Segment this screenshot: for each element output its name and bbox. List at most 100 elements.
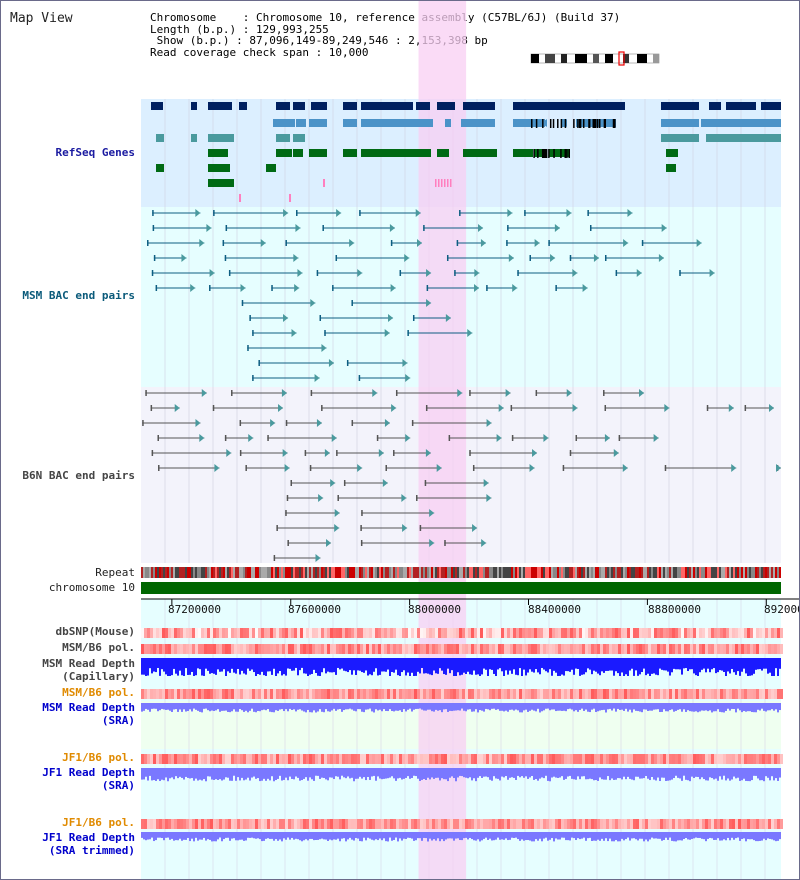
msm-sra-depth-bar [357, 703, 359, 710]
b6n-bac-pair-end [376, 435, 379, 441]
jf1-b6-pol-cell [423, 819, 426, 829]
jf1-sra-depth-bar [209, 768, 211, 777]
repeat-segment [731, 567, 733, 578]
repeat-segment [165, 567, 167, 578]
jf1-trimmed-depth-bar [283, 832, 285, 839]
repeat-segment [171, 567, 173, 578]
axis-tick-label: 88000000 [408, 603, 461, 616]
gene-strand-arrow [151, 102, 157, 110]
b6n-bac-pair-end [285, 420, 288, 426]
b6n-bac-pair-arrow [731, 464, 737, 472]
jf1-sra-depth-bar [771, 768, 773, 777]
jf1-b6-pol-cell [474, 754, 477, 764]
b6n-bac-pair-end [231, 390, 233, 396]
b6n-bac-pair-arrow [316, 419, 322, 427]
repeat-segment [675, 567, 677, 578]
msm-b6-pol-cell [357, 644, 360, 654]
msm-b6-pol-cell [225, 644, 228, 654]
jf1-b6-pol-cell [198, 819, 201, 829]
dbsnp-cell [189, 628, 192, 638]
jf1-trimmed-depth-bar [271, 832, 273, 839]
msm-sra-depth-bar [369, 703, 371, 709]
msm-capillary-depth-bar [257, 658, 259, 675]
jf1-sra-depth-bar [745, 768, 747, 781]
jf1-b6-pol-cell [309, 754, 312, 764]
b6n-bac-pair-end [142, 420, 144, 426]
msm-sra-depth-bar [601, 703, 603, 711]
msm-sra-depth-bar [143, 703, 145, 711]
jf1-sra-depth-bar [357, 768, 359, 779]
jf1-b6-pol-cell [552, 819, 555, 829]
repeat-segment [345, 567, 347, 578]
msm-bac-pair-arrow [467, 329, 473, 337]
repeat-segment [603, 567, 605, 578]
msm-b6-pol-cell [654, 689, 657, 699]
jf1-trimmed-depth-bar [587, 832, 589, 839]
jf1-b6-pol-cell [159, 754, 162, 764]
jf1-sra-depth-bar [473, 768, 475, 779]
repeat-segment [373, 567, 375, 578]
msm-bac-pair-end [390, 240, 393, 246]
jf1-b6-pol-cell [561, 754, 564, 764]
msm-b6-pol-cell [246, 689, 249, 699]
jf1-trimmed-depth-bar [703, 832, 705, 840]
jf1-trimmed-depth-bar [447, 832, 449, 839]
b6n-bac-pair-end [562, 465, 565, 471]
repeat-segment [353, 567, 355, 578]
jf1-b6-pol-cell [627, 754, 630, 764]
dbsnp-cell [255, 628, 258, 638]
repeat-segment [671, 567, 673, 578]
dbsnp-cell [228, 628, 231, 638]
jf1-sra-depth-bar [287, 768, 289, 781]
jf1-trimmed-depth-bar [445, 832, 447, 840]
jf1-b6-pol-cell [156, 754, 159, 764]
b6n-bac-pair-arrow [199, 434, 205, 442]
msm-b6-pol-cell [561, 689, 564, 699]
msm-sra-depth-bar [183, 703, 185, 710]
jf1-sra-depth-bar [405, 768, 407, 778]
msm-sra-depth-bar [559, 703, 561, 711]
msm-b6-pol-cell [471, 689, 474, 699]
dbsnp-cell [324, 628, 327, 638]
jf1-b6-pol-cell [402, 754, 405, 764]
msm-b6-pol-cell [609, 689, 612, 699]
msm-b6-pol-cell [291, 689, 294, 699]
jf1-sra-depth-bar [465, 768, 467, 778]
repeat-segment [421, 567, 423, 578]
msm-capillary-depth-bar [615, 658, 617, 672]
msm-b6-pol-cell [390, 644, 393, 654]
repeat-segment [609, 567, 611, 578]
msm-capillary-depth-bar [321, 658, 323, 673]
repeat-segment [779, 567, 781, 578]
exon-tick [596, 119, 599, 128]
jf1-sra-depth-bar [269, 768, 271, 781]
jf1-trimmed-depth-bar [263, 832, 265, 841]
msm-capillary-depth-bar [673, 658, 675, 669]
b6n-bac-pair-end [273, 555, 276, 561]
jf1-sra-depth-bar [543, 768, 545, 779]
msm-b6-pol-cell [477, 689, 480, 699]
msm-sra-depth-bar [211, 703, 213, 711]
gene-strand-arrow [293, 134, 299, 142]
jf1-b6-pol-cell [369, 754, 372, 764]
jf1-b6-pol-cell [696, 819, 699, 829]
msm-sra-depth-bar [713, 703, 715, 712]
jf1-trimmed-depth-bar [219, 832, 221, 838]
dbsnp-cell [687, 628, 690, 638]
msm-bac-pair-end [507, 225, 509, 231]
dbsnp-cell [726, 628, 729, 638]
msm-capillary-depth-bar [385, 658, 387, 672]
b6n-bac-pair-arrow [604, 434, 610, 442]
jf1-trimmed-depth-bar [481, 832, 483, 841]
msm-sra-depth-bar [507, 703, 509, 712]
jf1-b6-pol-cell [606, 754, 609, 764]
msm-b6-pol-cell [324, 689, 327, 699]
repeat-segment [535, 567, 537, 578]
msm-b6-pol-cell [453, 689, 456, 699]
msm-capillary-depth-bar [273, 658, 275, 669]
jf1-trimmed-depth-bar [221, 832, 223, 842]
dbsnp-cell [303, 628, 306, 638]
jf1-trimmed-depth-bar [397, 832, 399, 842]
jf1-sra-depth-bar [445, 768, 447, 780]
